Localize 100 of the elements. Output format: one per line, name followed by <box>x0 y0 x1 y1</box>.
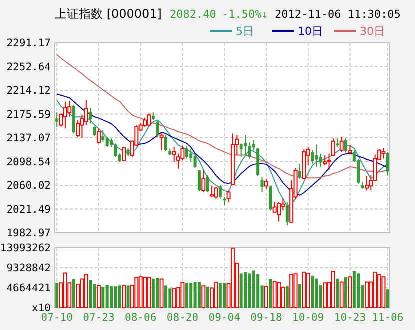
candlestick <box>190 148 193 163</box>
candlestick <box>281 198 286 212</box>
candlestick <box>364 176 369 192</box>
candlestick <box>122 146 126 162</box>
bar <box>102 286 105 308</box>
y-tick-label: 2021.49 <box>6 204 51 216</box>
y-tick-label: 2060.02 <box>6 180 51 192</box>
x-tick-label: 10-23 <box>334 312 366 324</box>
candlestick <box>340 136 344 153</box>
bar <box>190 283 193 308</box>
candlestick <box>185 146 188 160</box>
bar <box>93 284 96 308</box>
candlestick <box>89 107 92 124</box>
candlestick <box>63 101 68 130</box>
candlestick <box>143 117 148 128</box>
bar <box>218 283 222 308</box>
candlestick <box>214 186 218 200</box>
y-tick-label: 2291.17 <box>6 38 51 50</box>
candlestick <box>210 186 214 198</box>
candlestick <box>96 128 101 144</box>
y-tick-label: 4664421 <box>6 282 51 295</box>
x-tick-label: 08-06 <box>125 312 157 324</box>
candlestick <box>244 134 248 156</box>
bar <box>110 286 114 308</box>
x-tick-label: 07-10 <box>41 312 73 324</box>
candlestick <box>206 175 210 193</box>
x-tick-label: 07-23 <box>83 312 115 324</box>
candlestick <box>93 126 96 137</box>
candlestick <box>348 144 352 155</box>
candlestick <box>248 142 252 160</box>
x-tick-label: 11-06 <box>372 312 404 324</box>
bar <box>336 278 340 308</box>
candlestick <box>260 176 264 193</box>
candlestick <box>315 144 318 168</box>
legend-label: 5日 <box>236 25 254 38</box>
candlestick <box>198 170 201 192</box>
bar <box>198 282 201 308</box>
y-tick-label: 13993262 <box>0 242 51 255</box>
y-tick-label: 1982.97 <box>6 228 51 240</box>
candlestick <box>156 120 160 138</box>
text: -1.50%↓ <box>222 8 268 21</box>
y-tick-label: 2214.12 <box>6 85 51 98</box>
y-tick-label: 2137.07 <box>6 132 51 145</box>
bar <box>269 279 272 308</box>
bar <box>223 283 226 308</box>
candlestick <box>102 130 105 142</box>
candlestick <box>344 138 348 154</box>
bar <box>106 285 109 308</box>
candlestick <box>226 190 231 203</box>
bar <box>185 283 188 308</box>
bar <box>315 278 318 308</box>
bar <box>298 284 302 308</box>
bar <box>344 278 348 308</box>
bar <box>240 274 243 308</box>
text: 2082.40 <box>170 8 216 21</box>
candlestick <box>277 202 282 222</box>
y-tick-label: 9328842 <box>6 262 51 275</box>
candlestick <box>269 186 272 212</box>
bar <box>194 282 197 308</box>
candlestick <box>286 202 289 226</box>
y-tick-label: 2098.54 <box>6 156 51 168</box>
bar <box>386 290 390 308</box>
bar <box>206 286 210 308</box>
x-tick-label: 08-20 <box>166 312 199 324</box>
x-tick-label: 10-09 <box>292 312 324 324</box>
bar <box>56 283 59 308</box>
candlestick <box>298 163 302 180</box>
x-tick-label: 09-18 <box>250 312 282 324</box>
candlestick <box>164 134 168 152</box>
bar <box>352 271 356 308</box>
candlestick <box>147 113 152 126</box>
candlestick <box>56 112 59 128</box>
bar <box>286 286 289 308</box>
legend-label: 30日 <box>360 25 385 38</box>
bar <box>311 276 314 308</box>
y-tick-label: 2175.59 <box>6 108 51 121</box>
bar <box>252 270 256 308</box>
candlestick <box>382 148 386 160</box>
candlestick <box>323 154 328 166</box>
candlestick <box>319 153 322 168</box>
bar <box>126 286 130 308</box>
candlestick <box>264 179 268 190</box>
legend-label: 10日 <box>298 25 323 38</box>
bar <box>152 278 155 308</box>
candlestick <box>202 170 206 193</box>
bar <box>256 274 260 308</box>
candlestick <box>218 185 222 200</box>
bar <box>168 288 172 308</box>
bar <box>118 286 122 308</box>
candlestick <box>114 143 118 158</box>
candlestick <box>194 154 197 169</box>
candlestick <box>84 100 88 126</box>
candlestick <box>386 152 390 176</box>
chart-title: 上证指数 [000001] <box>55 7 162 21</box>
bar <box>114 286 118 308</box>
x-tick-label: 09-04 <box>208 312 240 324</box>
text: 2012-11-06 11:30:05 <box>275 8 401 21</box>
candlestick <box>240 143 243 158</box>
candlestick <box>106 136 109 148</box>
bar <box>72 279 76 308</box>
